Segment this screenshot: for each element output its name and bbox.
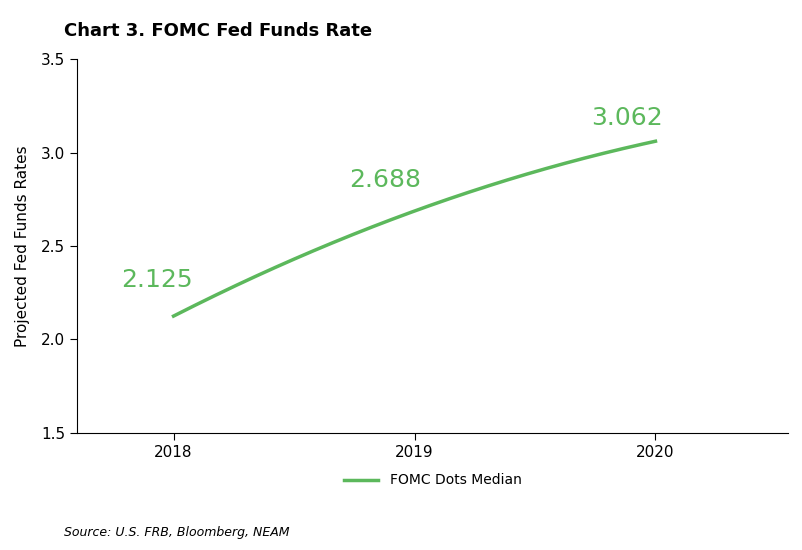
Text: 2.125: 2.125 — [121, 268, 192, 292]
Y-axis label: Projected Fed Funds Rates: Projected Fed Funds Rates — [15, 145, 30, 347]
Text: Chart 3. FOMC Fed Funds Rate: Chart 3. FOMC Fed Funds Rate — [64, 22, 372, 40]
Text: 2.688: 2.688 — [349, 168, 421, 192]
Text: Source: U.S. FRB, Bloomberg, NEAM: Source: U.S. FRB, Bloomberg, NEAM — [64, 526, 290, 539]
Text: 3.062: 3.062 — [590, 106, 662, 130]
Legend: FOMC Dots Median: FOMC Dots Median — [338, 468, 526, 493]
